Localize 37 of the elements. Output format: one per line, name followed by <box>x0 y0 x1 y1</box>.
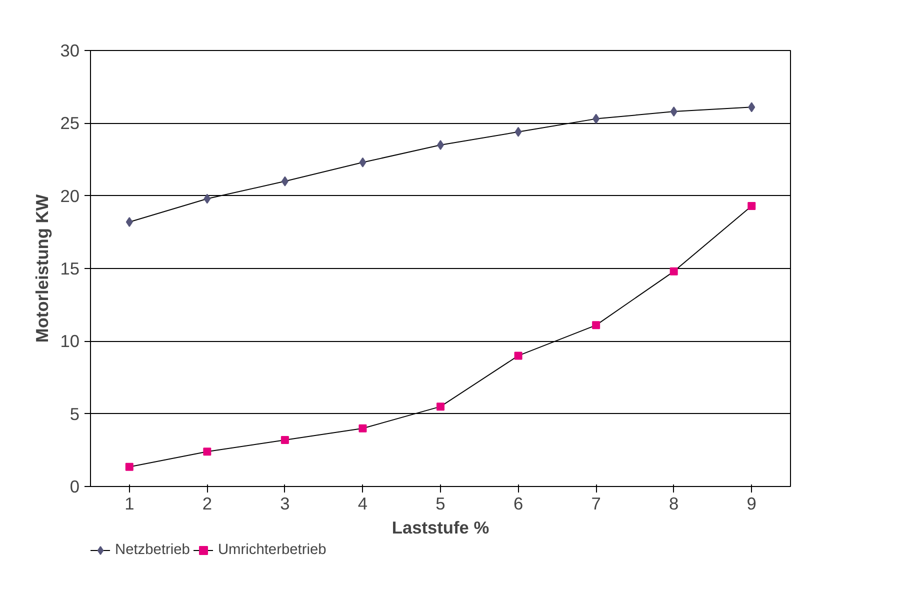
point <box>436 402 444 411</box>
point <box>592 114 600 124</box>
y-tick-label: 30 <box>60 40 80 60</box>
point <box>203 448 212 456</box>
y-tick-label: 25 <box>60 113 80 134</box>
x-tick-label: 8 <box>669 494 679 514</box>
y-tick-label: 20 <box>60 186 80 206</box>
x-tick-label: 3 <box>280 494 290 514</box>
y-tick-label: 10 <box>60 331 80 352</box>
x-tick-label: 5 <box>436 494 446 514</box>
point <box>126 216 133 227</box>
point <box>514 352 522 360</box>
y-tick-label: 15 <box>60 258 80 278</box>
x-tick-label: 9 <box>746 494 756 514</box>
y-tick-label: 0 <box>70 476 80 496</box>
point <box>125 462 134 471</box>
x-tick-label: 1 <box>124 494 134 514</box>
point <box>670 106 678 117</box>
legend-label: Umrichterbetrieb <box>218 542 326 558</box>
point <box>670 267 678 276</box>
x-tick-label: 6 <box>513 494 524 514</box>
y-axis-title: Motorleistung KW <box>32 194 52 343</box>
x-tick-label: 7 <box>591 494 601 514</box>
point <box>748 202 756 210</box>
point <box>359 157 366 168</box>
point <box>748 102 756 112</box>
x-tick-label: 4 <box>358 494 368 514</box>
point <box>204 194 211 204</box>
point <box>281 176 288 186</box>
legend-label: Netzbetrieb <box>115 542 190 558</box>
point <box>358 424 367 432</box>
point <box>280 436 289 444</box>
point <box>592 321 600 330</box>
point <box>514 126 522 137</box>
y-tick-label: 5 <box>70 404 80 424</box>
x-tick-label: 2 <box>202 494 212 514</box>
x-axis-title: Laststufe % <box>392 518 490 538</box>
